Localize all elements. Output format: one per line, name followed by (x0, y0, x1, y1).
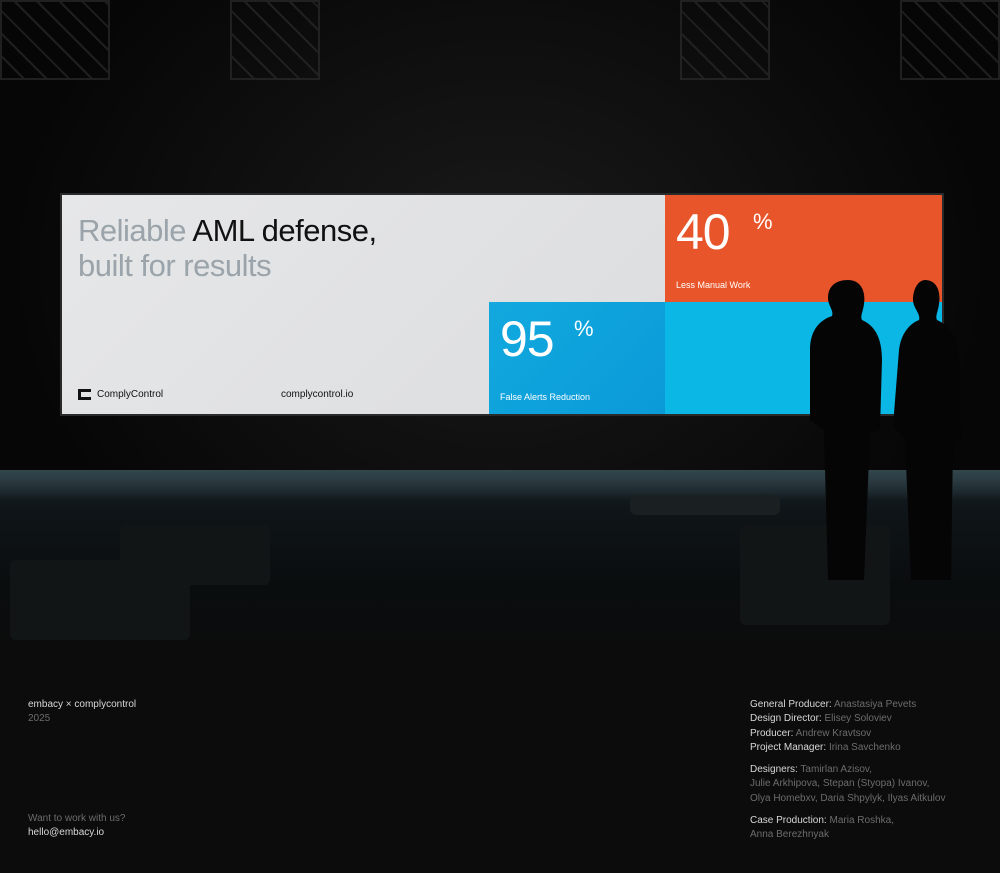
truss (680, 0, 770, 80)
credit-line: General Producer: Anastasiya Pevets (750, 699, 917, 710)
headline: Reliable AML defense, built for results (78, 213, 377, 283)
email-link[interactable]: hello@embacy.io (28, 827, 105, 839)
credit-line: Project Manager: Irina Savchenko (750, 741, 901, 753)
project-info: embacy × complycontrol 2025 (28, 699, 137, 725)
logo-mark-icon (78, 389, 91, 400)
stat-card-false-alerts: 95 % False Alerts Reduction (489, 302, 665, 414)
credit-line: Design Director: Elisey Soloviev (750, 713, 892, 725)
chair (120, 525, 270, 585)
truss-right (900, 0, 1000, 80)
people-silhouettes (810, 280, 961, 580)
credit-case-production: Case Production: Maria Roshka, Anna Bere… (750, 815, 894, 841)
stat-card-manual-work: 40 % Less Manual Work (665, 195, 942, 302)
stage-step (630, 495, 780, 515)
truss (230, 0, 320, 80)
truss-left (0, 0, 110, 80)
complycontrol-logo: ComplyControl (78, 389, 163, 400)
website-url: complycontrol.io (281, 389, 354, 400)
contact-info: Want to work with us? hello@embacy.io (28, 812, 125, 841)
billboard: Reliable AML defense, built for results … (60, 193, 944, 416)
credit-designers: Designers: Tamirlan Azisov, Julie Arkhip… (750, 764, 946, 804)
credit-line: Producer: Andrew Kravtsov (750, 727, 872, 739)
credits: General Producer: Anastasiya Pevets Desi… (750, 698, 945, 843)
